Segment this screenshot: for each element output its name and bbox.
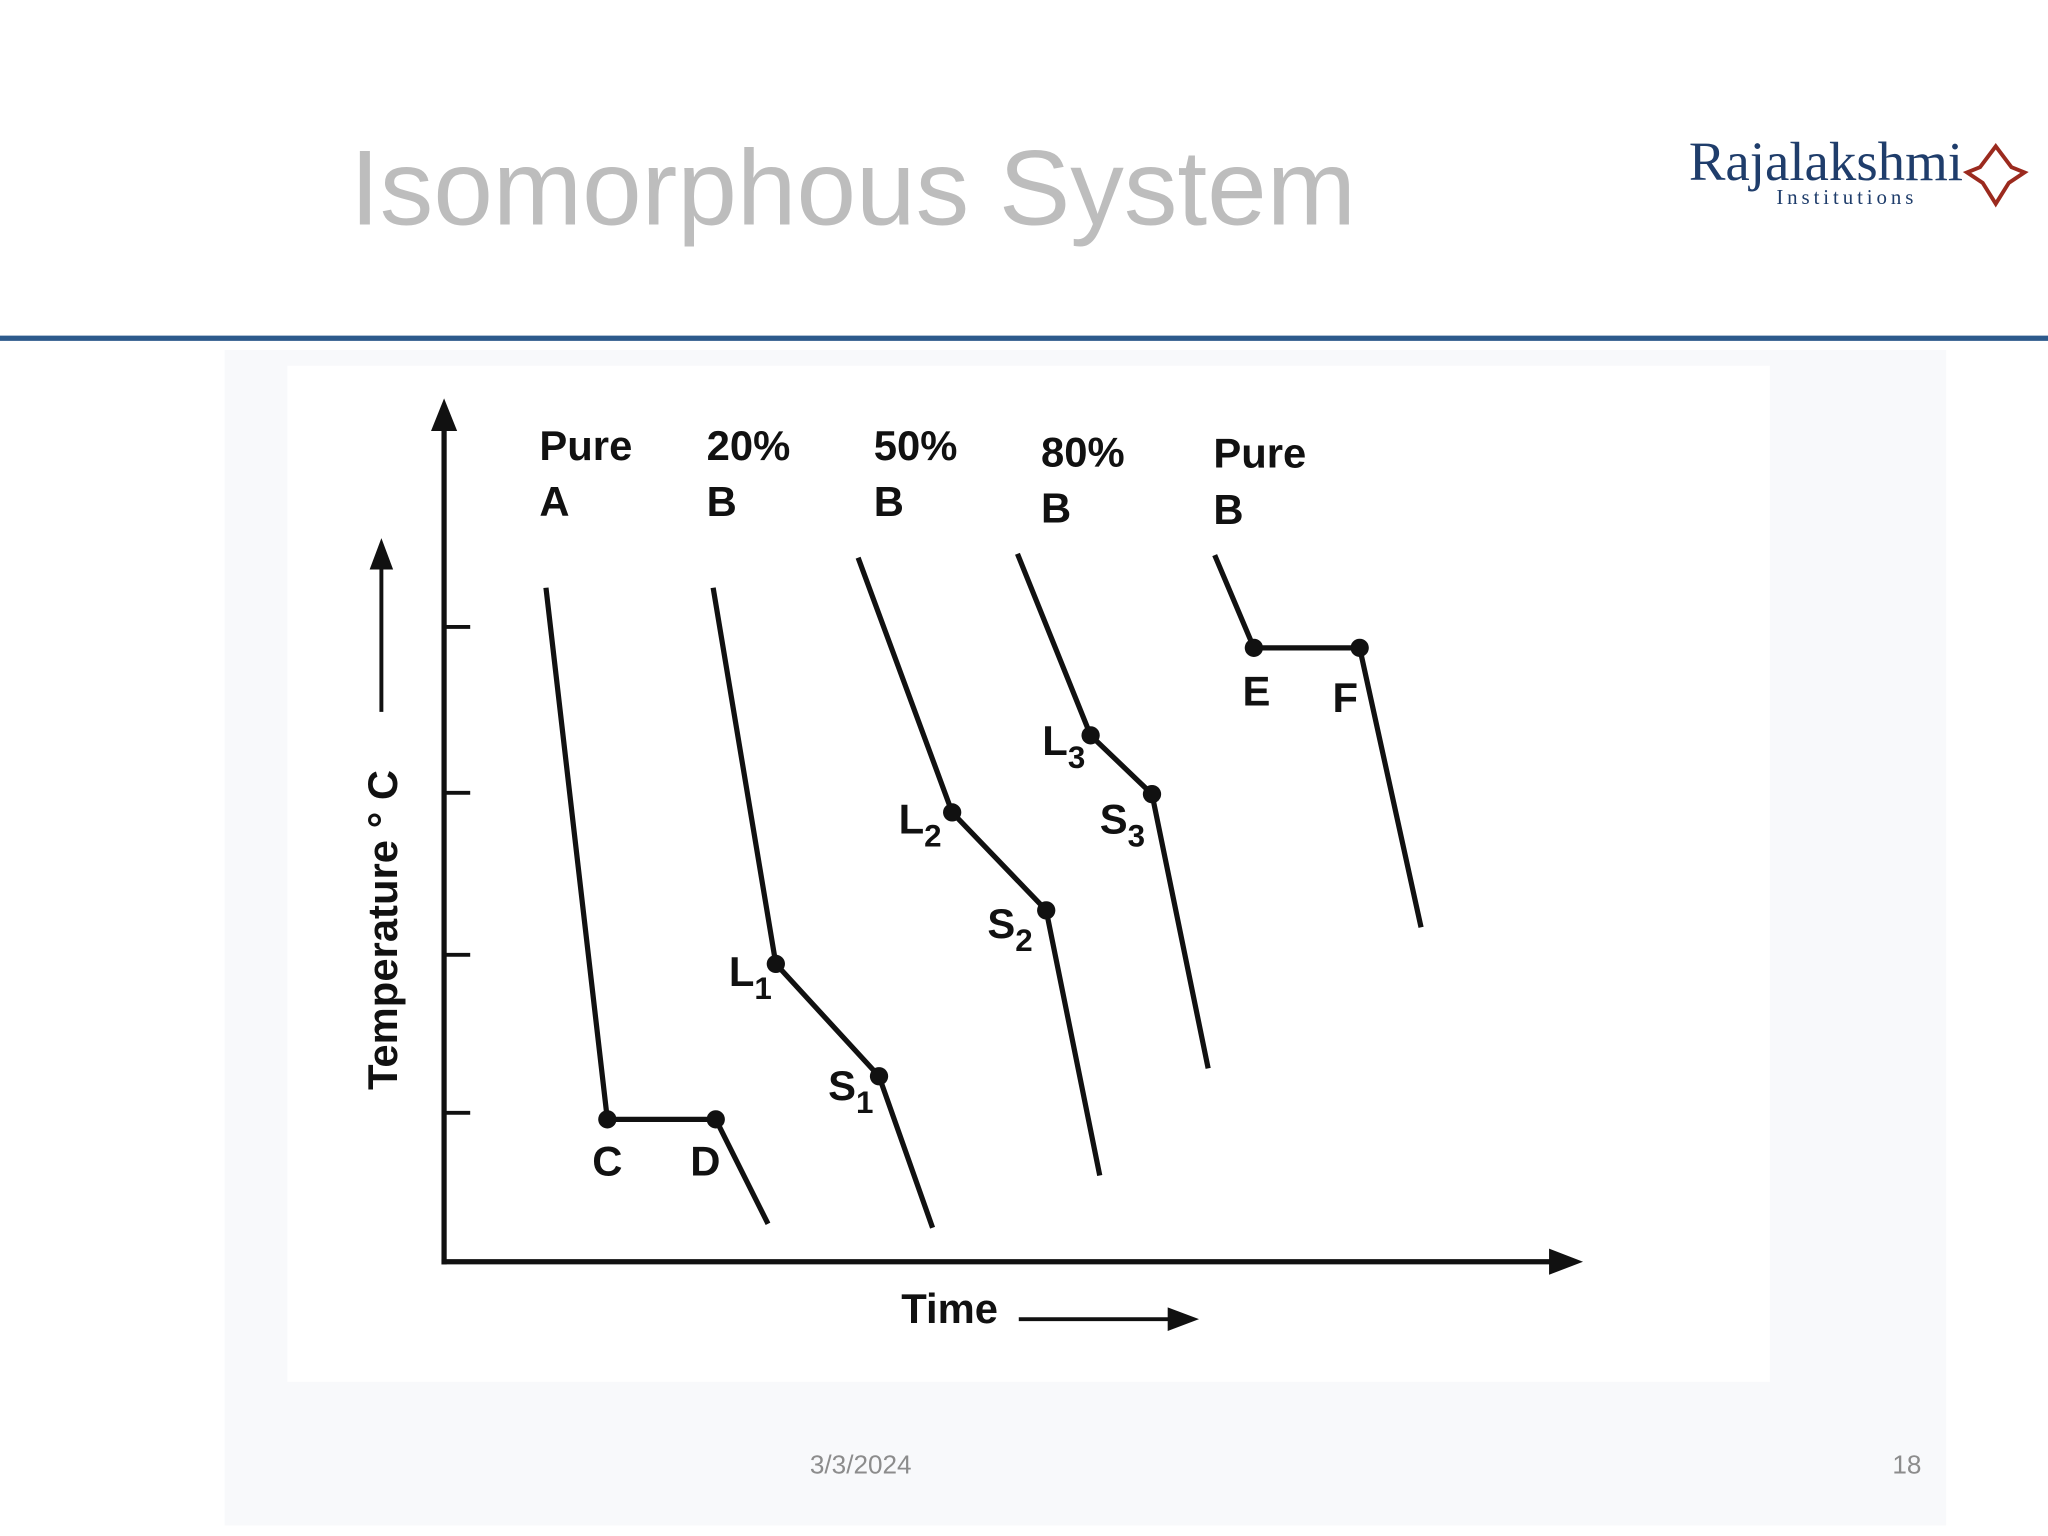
point-subscript: 2 [924, 818, 941, 853]
point-subscript: 3 [1068, 740, 1085, 775]
curve-label: A [539, 478, 569, 525]
transition-point [869, 1067, 889, 1086]
y-axis-arrow [431, 398, 458, 432]
point-label: F [1333, 674, 1359, 721]
transition-point [598, 1110, 617, 1129]
point-letter: E [1243, 667, 1271, 714]
logo-name: Rajalakshmi [1689, 131, 1963, 192]
transition-point [706, 1110, 725, 1129]
cooling-curve [1015, 552, 1211, 1069]
cooling-curve [543, 587, 771, 1226]
point-letter: S [1100, 795, 1128, 842]
cooling-curve [855, 556, 1103, 1177]
point-subscript: 2 [1015, 923, 1032, 958]
curve-label: B [707, 478, 737, 525]
diagram-area [287, 365, 1770, 1382]
point-letter: D [690, 1138, 720, 1185]
footer-date: 3/3/2024 [810, 1449, 912, 1479]
transition-point [1142, 784, 1162, 804]
point-label: E [1243, 667, 1271, 714]
logo: Rajalakshmi Institutions [1689, 131, 2029, 209]
curve-label: B [1041, 484, 1071, 531]
transition-point [1081, 726, 1100, 745]
slide-title: Isomorphous System [350, 128, 1356, 248]
curve-label: B [1213, 486, 1243, 533]
y-label-arrowhead [369, 538, 394, 570]
point-letter: L [1042, 717, 1068, 764]
x-axis-arrow [1549, 1248, 1584, 1275]
transition-point [1350, 638, 1369, 657]
curve-label: 80% [1041, 428, 1125, 475]
point-letter: L [729, 948, 755, 995]
point-label: D [690, 1138, 720, 1185]
transition-point [1244, 638, 1264, 657]
page-number: 18 [1892, 1449, 1921, 1479]
point-letter: F [1333, 674, 1359, 721]
cooling-curve [1212, 554, 1424, 928]
logo-emblem [1962, 143, 2029, 208]
point-letter: S [828, 1062, 856, 1109]
point-letter: S [987, 900, 1015, 947]
transition-point [766, 954, 785, 974]
curve-label: Pure [1213, 430, 1306, 477]
transition-point [1037, 901, 1056, 920]
cooling-curve [710, 587, 936, 1229]
point-subscript: 3 [1128, 818, 1145, 853]
point-subscript: 1 [754, 971, 771, 1006]
point-label: S2 [987, 900, 1032, 958]
point-label: S1 [828, 1062, 873, 1120]
logo-subtitle: Institutions [1776, 185, 1917, 209]
curve-label: B [874, 478, 904, 525]
point-label: L2 [899, 795, 942, 853]
point-letter: L [899, 795, 925, 842]
point-label: S3 [1100, 795, 1145, 853]
x-label-arrowhead [1167, 1307, 1200, 1331]
curve-label: 50% [874, 422, 958, 469]
point-label: L3 [1042, 717, 1085, 775]
y-axis-label: Temperature ° C [359, 770, 406, 1090]
point-subscript: 1 [856, 1085, 873, 1120]
x-axis-label: Time [901, 1285, 998, 1332]
point-label: C [592, 1138, 622, 1185]
curve-label: Pure [539, 422, 632, 469]
point-label: L1 [729, 948, 772, 1006]
point-letter: C [592, 1138, 622, 1185]
curve-label: 20% [707, 422, 791, 469]
transition-point [943, 803, 962, 822]
